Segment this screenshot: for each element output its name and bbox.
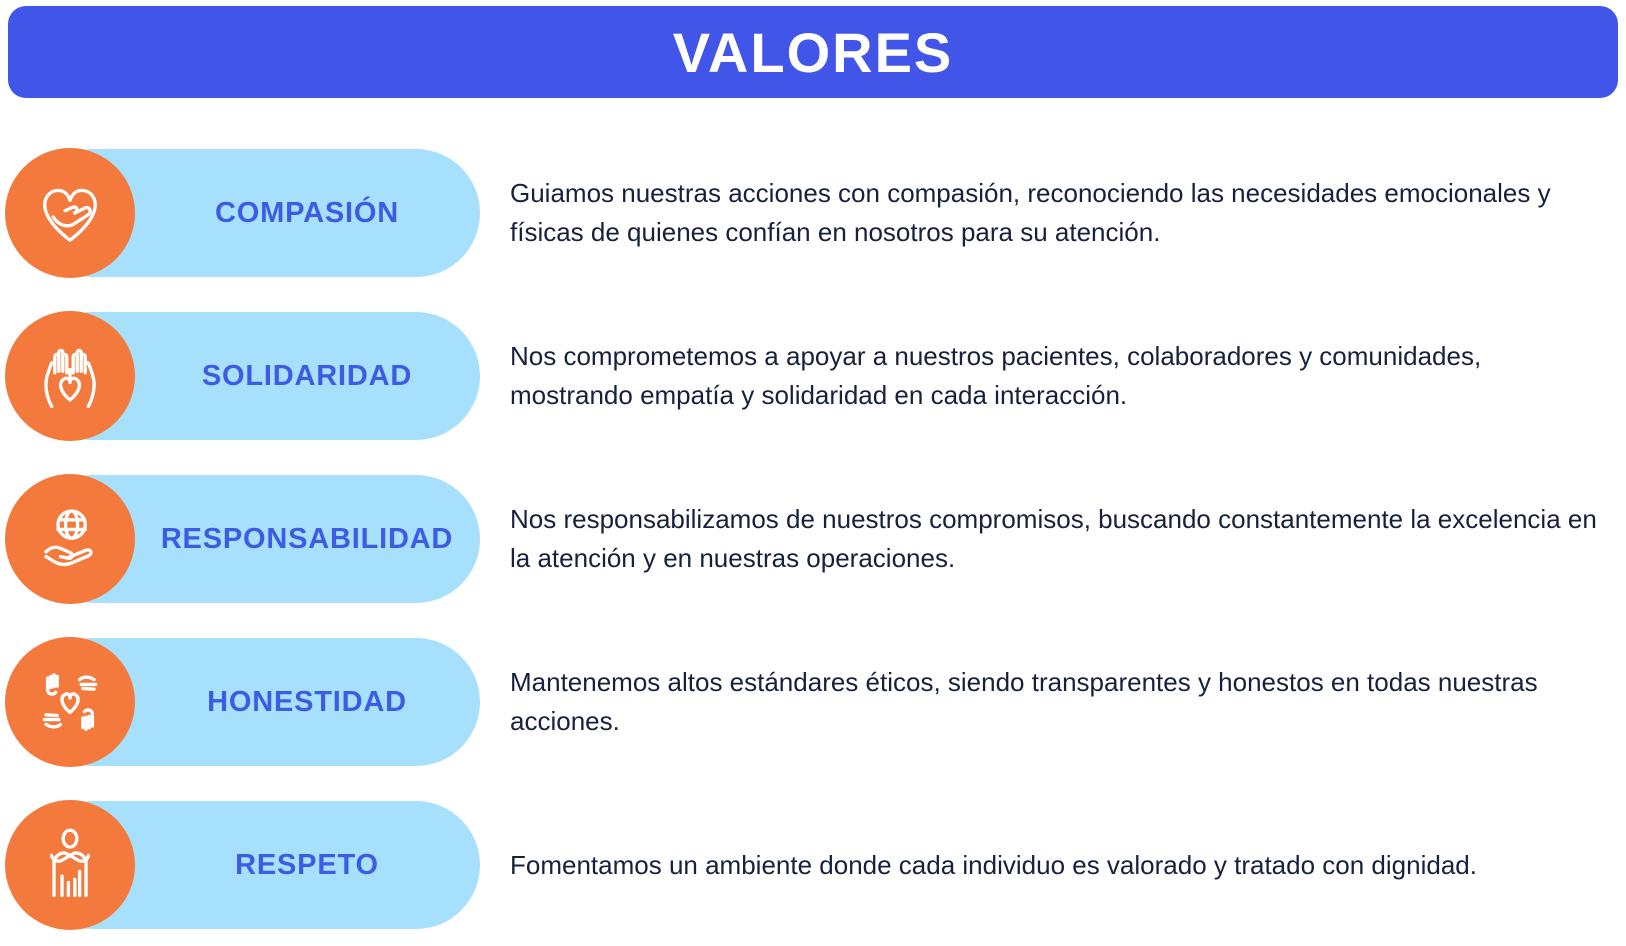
value-label: RESPETO — [235, 848, 379, 881]
value-icon-circle — [5, 474, 135, 604]
value-label: SOLIDARIDAD — [201, 359, 413, 392]
value-badge: SOLIDARIDAD — [0, 311, 480, 441]
value-icon-circle — [5, 637, 135, 767]
page-header: VALORES — [8, 6, 1618, 98]
person-embrace-icon — [49, 828, 91, 898]
value-description: Nos responsabilizamos de nuestros compro… — [510, 504, 1597, 573]
value-row-respeto: RESPETO Fomentamos un ambiente donde cad… — [0, 800, 1626, 930]
value-icon-circle — [5, 800, 135, 930]
value-description: Mantenemos altos estándares éticos, sien… — [510, 667, 1538, 736]
value-badge: HONESTIDAD — [0, 637, 480, 767]
value-row-honestidad: HONESTIDAD Mantenemos altos estándares é… — [0, 637, 1626, 767]
value-row-solidaridad: SOLIDARIDAD Nos comprometemos a apoyar a… — [0, 311, 1626, 441]
value-badge: RESPONSABILIDAD — [0, 474, 480, 604]
value-label: RESPONSABILIDAD — [160, 522, 454, 555]
value-description: Guiamos nuestras acciones con compasión,… — [510, 178, 1551, 247]
globe-over-hand-icon — [44, 509, 93, 567]
values-list: COMPASIÓN Guiamos nuestras acciones con … — [0, 148, 1626, 930]
value-label: HONESTIDAD — [207, 685, 407, 718]
hands-holding-heart-icon — [44, 348, 96, 409]
page-title: VALORES — [672, 20, 954, 84]
value-description: Nos comprometemos a apoyar a nuestros pa… — [510, 341, 1482, 410]
value-badge: RESPETO — [0, 800, 480, 930]
value-icon-circle — [5, 311, 135, 441]
value-badge: COMPASIÓN — [0, 148, 480, 278]
heart-in-hand-icon — [43, 188, 97, 242]
value-row-compasion: COMPASIÓN Guiamos nuestras acciones con … — [0, 148, 1626, 278]
value-description: Fomentamos un ambiente donde cada indivi… — [510, 849, 1477, 880]
value-label: COMPASIÓN — [215, 196, 399, 229]
value-icon-circle — [5, 148, 135, 278]
value-row-responsabilidad: RESPONSABILIDAD Nos responsabilizamos de… — [0, 474, 1626, 604]
hands-around-heart-icon — [42, 673, 98, 731]
